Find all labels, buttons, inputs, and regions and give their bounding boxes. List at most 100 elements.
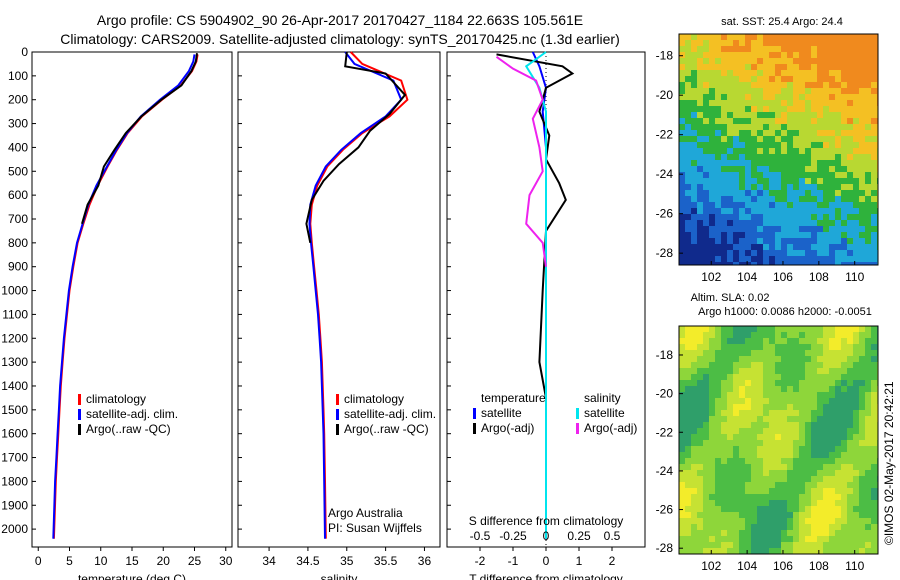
heatmap-cell — [781, 256, 787, 262]
heatmap-cell — [871, 506, 877, 512]
heatmap-cell — [733, 410, 739, 416]
heatmap-cell — [709, 410, 715, 416]
heatmap-cell — [823, 58, 829, 64]
heatmap-cell — [745, 154, 751, 160]
heatmap-cell — [733, 178, 739, 184]
heatmap-cell — [769, 380, 775, 386]
heatmap-cell — [871, 76, 877, 82]
heatmap-cell — [727, 46, 733, 52]
heatmap-cell — [865, 184, 871, 190]
heatmap-cell — [787, 220, 793, 226]
heatmap-cell — [745, 160, 751, 166]
y-tick-label: -28 — [656, 541, 674, 555]
heatmap-cell — [751, 172, 757, 178]
heatmap-cell — [781, 500, 787, 506]
heatmap-cell — [739, 500, 745, 506]
heatmap-cell — [757, 344, 763, 350]
heatmap-cell — [805, 488, 811, 494]
heatmap-cell — [691, 166, 697, 172]
heatmap-cell — [757, 458, 763, 464]
heatmap-cell — [697, 386, 703, 392]
heatmap-cell — [793, 136, 799, 142]
heatmap-cell — [733, 256, 739, 262]
heatmap-cell — [865, 34, 871, 40]
heatmap-cell — [853, 506, 859, 512]
heatmap-cell — [709, 262, 715, 265]
heatmap-cell — [775, 124, 781, 130]
heatmap-cell — [817, 124, 823, 130]
heatmap-cell — [775, 106, 781, 112]
heatmap-cell — [751, 440, 757, 446]
heatmap-cell — [787, 94, 793, 100]
heatmap-cell — [703, 70, 709, 76]
heatmap-cell — [715, 208, 721, 214]
heatmap-cell — [769, 190, 775, 196]
heatmap-cell — [727, 404, 733, 410]
x-tick-label: 0 — [35, 554, 42, 568]
heatmap-cell — [715, 256, 721, 262]
heatmap-cell — [787, 368, 793, 374]
heatmap-cell — [727, 398, 733, 404]
heatmap-cell — [793, 232, 799, 238]
heatmap-cell — [781, 64, 787, 70]
heatmap-cell — [823, 362, 829, 368]
heatmap-cell — [853, 464, 859, 470]
heatmap-cell — [781, 464, 787, 470]
heatmap-cell — [859, 64, 865, 70]
heatmap-cell — [835, 356, 841, 362]
heatmap-cell — [769, 542, 775, 548]
heatmap-cell — [811, 58, 817, 64]
heatmap-cell — [823, 416, 829, 422]
heatmap-cell — [775, 256, 781, 262]
heatmap-cell — [685, 536, 691, 542]
heatmap-cell — [793, 166, 799, 172]
heatmap-cell — [727, 494, 733, 500]
heatmap-cell — [865, 536, 871, 542]
heatmap-cell — [829, 374, 835, 380]
heatmap-cell — [691, 226, 697, 232]
heatmap-cell — [871, 112, 877, 118]
heatmap-cell — [823, 190, 829, 196]
heatmap-cell — [715, 386, 721, 392]
heatmap-cell — [865, 542, 871, 548]
heatmap-cell — [733, 434, 739, 440]
x-axis-label: temperature (deg C) — [78, 572, 186, 580]
heatmap-cell — [739, 58, 745, 64]
heatmap-cell — [805, 482, 811, 488]
heatmap-cell — [787, 190, 793, 196]
heatmap-cell — [823, 422, 829, 428]
heatmap-cell — [859, 458, 865, 464]
heatmap-cell — [715, 500, 721, 506]
heatmap-cell — [739, 70, 745, 76]
heatmap-cell — [841, 130, 847, 136]
heatmap-cell — [781, 548, 787, 554]
heatmap-cell — [775, 52, 781, 58]
heatmap-cell — [817, 256, 823, 262]
heatmap-cell — [811, 70, 817, 76]
heatmap-cell — [871, 422, 877, 428]
heatmap-cell — [679, 476, 685, 482]
heatmap-cell — [817, 458, 823, 464]
heatmap-cell — [727, 82, 733, 88]
heatmap-cell — [775, 40, 781, 46]
heatmap-cell — [733, 100, 739, 106]
heatmap-cell — [751, 136, 757, 142]
heatmap-cell — [799, 470, 805, 476]
heatmap-cell — [715, 380, 721, 386]
heatmap-cell — [841, 154, 847, 160]
heatmap-cell — [685, 332, 691, 338]
heatmap-cell — [841, 326, 847, 332]
heatmap-cell — [757, 398, 763, 404]
heatmap-cell — [679, 362, 685, 368]
heatmap-cell — [799, 512, 805, 518]
heatmap-cell — [751, 100, 757, 106]
heatmap-cell — [805, 518, 811, 524]
heatmap-cell — [757, 76, 763, 82]
heatmap-cell — [745, 332, 751, 338]
heatmap-cell — [679, 52, 685, 58]
heatmap-cell — [745, 226, 751, 232]
heatmap-cell — [733, 64, 739, 70]
heatmap-cell — [745, 184, 751, 190]
heatmap-cell — [805, 410, 811, 416]
heatmap-cell — [745, 100, 751, 106]
